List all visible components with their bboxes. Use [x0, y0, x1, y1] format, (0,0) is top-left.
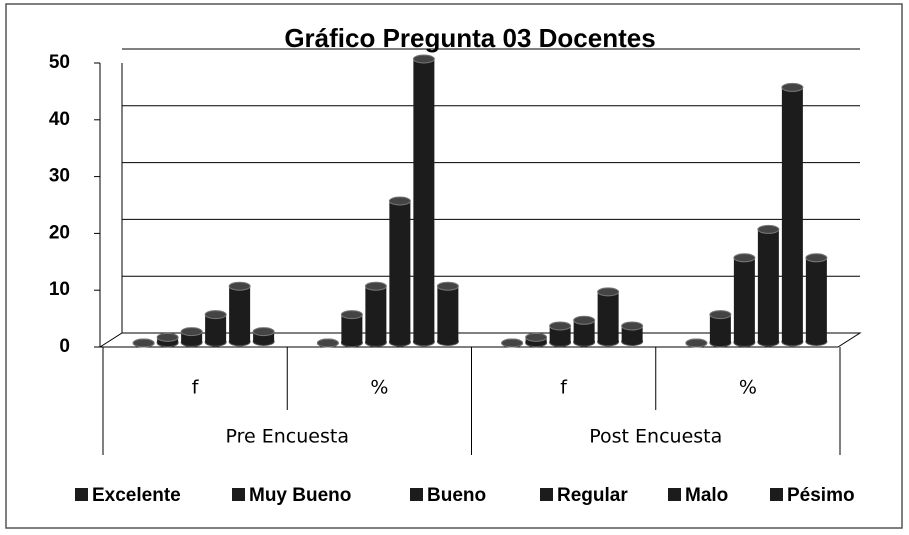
- bar: [549, 325, 571, 343]
- bar: [597, 291, 619, 342]
- legend-label: Malo: [685, 485, 728, 506]
- x-tick-label: %: [370, 377, 388, 399]
- bar-top: [709, 310, 732, 320]
- bar: [181, 331, 203, 343]
- legend-label: Bueno: [427, 485, 486, 506]
- bar-top: [781, 82, 804, 92]
- bar: [805, 257, 827, 342]
- bar-top: [364, 281, 387, 291]
- legend-swatch: [232, 488, 245, 501]
- bar-top: [549, 321, 572, 331]
- bar-top: [228, 281, 251, 291]
- x-group-label: Post Encuesta: [589, 426, 722, 448]
- bar-top: [685, 338, 708, 348]
- bar-top: [316, 338, 339, 348]
- bar-top: [388, 196, 411, 206]
- y-tick-label: 20: [49, 222, 70, 243]
- legend-swatch: [770, 488, 783, 501]
- bar-top: [340, 310, 363, 320]
- x-group-label: Pre Encuesta: [226, 426, 349, 448]
- bar-top: [525, 332, 548, 342]
- bar: [341, 314, 363, 343]
- bar-top: [805, 253, 828, 263]
- y-tick-label: 30: [49, 166, 70, 187]
- y-tick-label: 10: [49, 279, 70, 300]
- x-tick-label: f: [192, 377, 200, 399]
- bar-top: [597, 287, 620, 297]
- y-tick-label: 40: [49, 109, 70, 130]
- bar-top: [733, 253, 756, 263]
- legend-swatch: [75, 488, 88, 501]
- bar: [757, 229, 779, 343]
- y-tick-label: 0: [59, 336, 70, 357]
- legend-swatch: [410, 488, 423, 501]
- bar: [389, 201, 411, 343]
- floor: [98, 332, 862, 348]
- legend-label: Excelente: [92, 485, 181, 506]
- bar-top: [757, 224, 780, 234]
- bar-top: [501, 338, 524, 348]
- bar: [709, 314, 731, 343]
- bar-top: [204, 310, 227, 320]
- legend-swatch: [668, 488, 681, 501]
- legend-label: Muy Bueno: [249, 485, 351, 506]
- bar: [229, 286, 251, 342]
- bar-top: [621, 321, 644, 331]
- bar-top: [156, 332, 179, 342]
- bar-top: [132, 338, 155, 348]
- y-tick-label: 50: [49, 52, 70, 73]
- bar-top: [180, 327, 203, 337]
- bar: [437, 286, 459, 342]
- bar: [365, 286, 387, 343]
- bar: [205, 314, 227, 343]
- bar: [573, 320, 595, 343]
- bar: [253, 331, 275, 342]
- bar-top: [436, 281, 459, 291]
- x-tick-label: %: [739, 377, 757, 399]
- chart-title: Gráfico Pregunta 03 Docentes: [284, 23, 655, 53]
- bar: [781, 87, 803, 342]
- legend-label: Pésimo: [787, 485, 855, 506]
- bar: [413, 59, 435, 342]
- x-tick-label: f: [560, 377, 568, 399]
- bar-top: [573, 315, 596, 325]
- bar-top: [412, 54, 435, 64]
- legend-swatch: [540, 488, 553, 501]
- legend-label: Regular: [557, 485, 628, 506]
- bar-top: [252, 327, 275, 337]
- bar: [733, 257, 755, 343]
